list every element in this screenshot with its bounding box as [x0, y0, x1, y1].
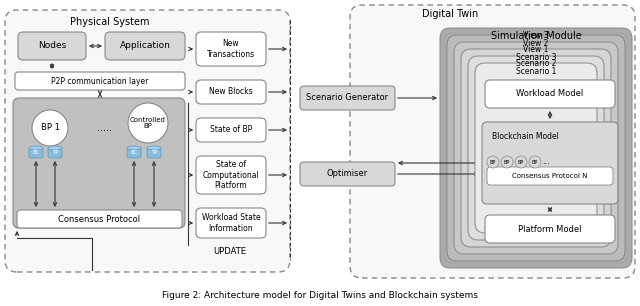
FancyBboxPatch shape: [196, 32, 266, 66]
FancyBboxPatch shape: [454, 42, 618, 254]
Text: View 3: View 3: [524, 32, 548, 40]
FancyBboxPatch shape: [5, 10, 290, 272]
FancyBboxPatch shape: [29, 148, 43, 158]
Text: Nodes: Nodes: [38, 42, 66, 50]
FancyBboxPatch shape: [127, 148, 141, 158]
Text: BP 1: BP 1: [40, 124, 60, 132]
Text: BP: BP: [504, 159, 510, 165]
FancyBboxPatch shape: [475, 63, 597, 233]
FancyBboxPatch shape: [350, 5, 635, 278]
Text: Platform Model: Platform Model: [518, 225, 582, 233]
FancyBboxPatch shape: [482, 122, 618, 204]
FancyBboxPatch shape: [15, 72, 185, 90]
Text: New Blocks: New Blocks: [209, 88, 253, 96]
Circle shape: [515, 156, 527, 168]
Text: Workload Model: Workload Model: [516, 89, 584, 99]
Text: Optimiser: Optimiser: [327, 170, 368, 178]
Ellipse shape: [48, 146, 62, 150]
Ellipse shape: [29, 146, 43, 150]
FancyBboxPatch shape: [196, 118, 266, 142]
Text: TP: TP: [52, 151, 58, 155]
Circle shape: [128, 103, 168, 143]
FancyBboxPatch shape: [48, 148, 62, 158]
FancyBboxPatch shape: [18, 32, 86, 60]
FancyBboxPatch shape: [468, 56, 604, 240]
FancyBboxPatch shape: [487, 167, 613, 185]
Text: Figure 2: Architecture model for Digital Twins and Blockchain systems: Figure 2: Architecture model for Digital…: [162, 290, 478, 300]
Text: Scenario 2: Scenario 2: [516, 59, 556, 69]
Text: Scenario 3: Scenario 3: [516, 53, 556, 62]
FancyBboxPatch shape: [461, 49, 611, 247]
FancyBboxPatch shape: [17, 210, 182, 228]
Text: Blockchain Model: Blockchain Model: [492, 132, 559, 141]
FancyBboxPatch shape: [447, 35, 625, 261]
Text: Physical System: Physical System: [70, 17, 150, 27]
Circle shape: [32, 110, 68, 146]
FancyBboxPatch shape: [147, 148, 161, 158]
FancyBboxPatch shape: [440, 28, 632, 268]
Text: Application: Application: [120, 42, 170, 50]
Text: BC: BC: [131, 151, 138, 155]
FancyBboxPatch shape: [13, 98, 185, 228]
Circle shape: [501, 156, 513, 168]
Circle shape: [487, 156, 499, 168]
Text: ...: ...: [542, 158, 550, 166]
FancyBboxPatch shape: [300, 86, 395, 110]
Ellipse shape: [127, 146, 141, 150]
Text: Workload State
Information: Workload State Information: [202, 213, 260, 233]
Text: Scenario Generator: Scenario Generator: [307, 94, 388, 103]
Text: Consensus Protocol N: Consensus Protocol N: [512, 173, 588, 179]
Text: UPDATE: UPDATE: [214, 248, 246, 256]
Text: Controlled
BP: Controlled BP: [130, 117, 166, 129]
Ellipse shape: [147, 146, 161, 150]
Text: .....: .....: [97, 123, 113, 133]
Text: Scenario 1: Scenario 1: [516, 66, 556, 76]
Text: State of BP: State of BP: [210, 125, 252, 135]
Text: View 2: View 2: [524, 39, 548, 47]
FancyBboxPatch shape: [485, 80, 615, 108]
FancyBboxPatch shape: [196, 208, 266, 238]
Text: BP: BP: [518, 159, 524, 165]
FancyBboxPatch shape: [196, 156, 266, 194]
FancyBboxPatch shape: [196, 80, 266, 104]
Text: BP: BP: [490, 159, 496, 165]
FancyBboxPatch shape: [105, 32, 185, 60]
FancyBboxPatch shape: [300, 162, 395, 186]
Text: Digital Twin: Digital Twin: [422, 9, 478, 19]
Text: State of
Computational
Platform: State of Computational Platform: [203, 160, 259, 190]
Text: BP: BP: [532, 159, 538, 165]
FancyBboxPatch shape: [485, 215, 615, 243]
Text: BC: BC: [33, 151, 40, 155]
Circle shape: [529, 156, 541, 168]
Text: Simulation Module: Simulation Module: [491, 31, 581, 41]
Text: View 1: View 1: [524, 46, 548, 54]
Text: Consensus Protocol: Consensus Protocol: [58, 215, 141, 223]
Text: TP: TP: [151, 151, 157, 155]
Text: P2P communication layer: P2P communication layer: [51, 76, 148, 85]
Text: New
Transactions: New Transactions: [207, 39, 255, 59]
